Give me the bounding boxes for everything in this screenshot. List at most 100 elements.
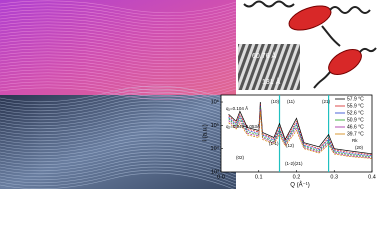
annotation: Rk (352, 138, 358, 143)
stripe (0, 88, 237, 107)
stripe (0, 60, 237, 74)
annotation: (1-1) (269, 141, 279, 146)
tem-image (238, 44, 300, 90)
stripe (0, 81, 237, 95)
legend-label: 46.6 °C (347, 124, 364, 130)
stripe (0, 63, 237, 77)
stripe (0, 91, 237, 110)
stripe (0, 9, 237, 23)
annotation: (20) (355, 145, 364, 150)
stripe (0, 21, 237, 35)
stripe (0, 84, 237, 98)
stripe (0, 51, 237, 65)
stripe (0, 45, 237, 59)
stripe (0, 139, 237, 158)
x-tick-label: 0.4 (368, 174, 376, 180)
stripe (0, 136, 237, 155)
stripe (0, 163, 237, 182)
series-line (228, 108, 373, 159)
stripe (0, 133, 237, 152)
legend-label: 55.9 °C (347, 103, 364, 109)
y-tick-label: 10³ (211, 169, 219, 175)
stripe (0, 30, 237, 44)
stripe (0, 18, 237, 32)
stripe (0, 142, 237, 161)
stripe (0, 24, 237, 38)
molecule (243, 0, 377, 89)
stripe (0, 118, 237, 137)
stripe (0, 130, 237, 149)
texture (0, 0, 237, 189)
legend-label: 50.9 °C (347, 117, 364, 123)
annotation: (11) (287, 99, 295, 104)
stripe (0, 160, 237, 179)
stripe (0, 72, 237, 86)
x-axis-label: Q (Å⁻¹) (290, 182, 310, 189)
stripe (0, 121, 237, 140)
stripe (0, 39, 237, 53)
stripe (0, 36, 237, 50)
blue-micrograph (0, 95, 236, 189)
stripe (0, 100, 237, 119)
annotation: (10) (271, 99, 280, 104)
stripe (0, 15, 237, 29)
stripe (0, 48, 237, 62)
series-line (228, 105, 373, 157)
y-axis-label: I (a.u.) (203, 124, 209, 141)
legend-label: 52.6 °C (347, 110, 364, 116)
stripe (0, 0, 237, 14)
annotation: q₂=0.049-0.053Å (226, 123, 260, 129)
pink-micrograph (0, 0, 236, 95)
stripe (0, 3, 237, 17)
stripe (0, 27, 237, 41)
x-tick-label: 0.1 (255, 174, 263, 180)
stripe (0, 157, 237, 176)
stripe (0, 148, 237, 167)
stripe (0, 75, 237, 89)
annotation: (12) (286, 143, 295, 148)
stripe (0, 112, 237, 131)
stripe (0, 42, 237, 56)
annotation: (02) (236, 155, 245, 160)
stripe (0, 172, 235, 189)
stripe (0, 145, 237, 164)
stripe (0, 169, 237, 188)
stripe (0, 87, 237, 101)
stripe (0, 12, 237, 26)
stripe (0, 166, 237, 185)
y-tick-label: 10⁶ (211, 98, 219, 105)
figure: 60.76 Å 131 Å Q (Å⁻¹) I (a.u.) 0.0 0.1 0.2… (0, 0, 377, 189)
stripe (0, 94, 237, 113)
stripe (0, 78, 237, 92)
stripe (0, 6, 237, 20)
x-tick-label: 0.3 (330, 174, 338, 180)
stripe (0, 85, 237, 104)
y-tick-label: 10⁵ (211, 122, 219, 129)
legend-label: 39.7 °C (347, 131, 364, 137)
stripe (0, 115, 237, 134)
annotation: q₁=0.104 Å (226, 105, 248, 111)
stripe (0, 66, 237, 80)
x-tick-label: 0.2 (293, 174, 301, 180)
y-tick-label: 10⁴ (211, 145, 220, 152)
tem-label: 60.76 Å (252, 51, 276, 60)
stripe (0, 54, 237, 68)
stripe (0, 106, 237, 125)
series-line (228, 107, 373, 158)
series-line (228, 111, 373, 159)
stripe (0, 109, 237, 128)
stripe (0, 151, 237, 170)
x-tick-label: 0.0 (217, 174, 225, 180)
annotation: (1-2)(21) (285, 161, 303, 166)
legend-label: 57.9 °C (347, 96, 364, 102)
annotation: (21) (322, 99, 331, 104)
series-line (228, 104, 373, 156)
stripe (0, 97, 237, 116)
stripe (0, 69, 237, 83)
stripe (0, 103, 237, 122)
series-line (228, 101, 373, 155)
stripe (0, 124, 237, 143)
stripe (0, 127, 237, 146)
stripe (0, 33, 237, 47)
stripe (0, 154, 237, 173)
